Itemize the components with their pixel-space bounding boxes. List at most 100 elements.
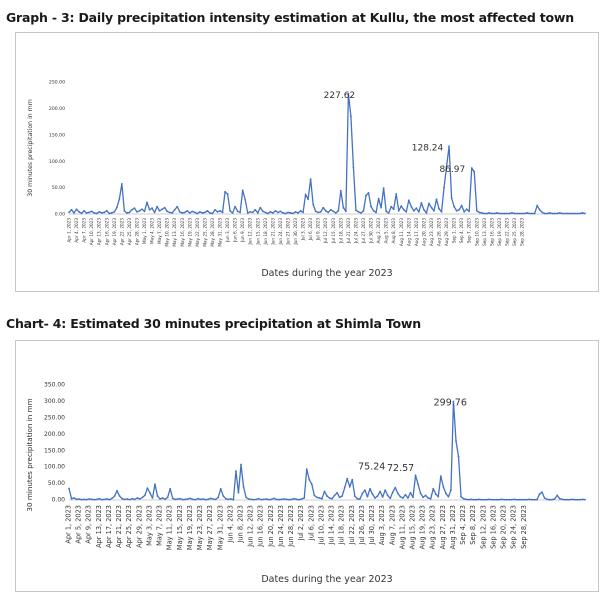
data-point <box>120 183 123 185</box>
data-point <box>245 496 247 499</box>
data-point <box>333 494 336 497</box>
data-point <box>445 165 448 168</box>
x-tick-label: Jun 9, 2023 <box>240 218 245 243</box>
data-point <box>319 210 322 213</box>
data-point <box>231 212 234 214</box>
data-point <box>337 209 340 212</box>
data-point <box>551 498 554 501</box>
x-tick-label: Sep 20, 2023 <box>500 505 508 549</box>
data-point <box>339 189 342 192</box>
data-point <box>358 498 361 500</box>
x-tick-label: Jul 10, 2023 <box>317 505 325 545</box>
data-point <box>452 400 455 403</box>
data-point <box>204 498 207 501</box>
data-point <box>457 455 460 458</box>
data-point <box>455 439 457 442</box>
data-point <box>290 498 293 501</box>
data-point <box>108 212 111 215</box>
data-point <box>304 193 307 196</box>
data-point <box>161 208 164 211</box>
data-point <box>308 478 311 481</box>
data-point <box>207 498 210 501</box>
data-point <box>113 210 116 213</box>
x-tick-label: Jul 3, 2023 <box>301 218 306 242</box>
data-point <box>242 485 245 488</box>
x-tick-label: Jul 6, 2023 <box>308 218 313 242</box>
data-point <box>513 498 516 501</box>
data-point <box>531 212 534 215</box>
data-point <box>116 489 118 492</box>
x-tick-label: May 31, 2023 <box>218 218 223 247</box>
data-point <box>83 209 85 212</box>
data-point <box>353 495 356 497</box>
data-point <box>196 212 199 215</box>
data-label: 72.57 <box>387 463 414 474</box>
data-point <box>222 495 225 497</box>
data-point <box>475 498 478 501</box>
data-point <box>194 498 197 501</box>
data-point <box>563 498 566 501</box>
data-point <box>146 487 149 490</box>
data-point <box>133 498 136 501</box>
y-axis-label: 30 minutes precipitation in mm <box>27 99 34 196</box>
y-tick-label: 300.00 <box>44 398 65 405</box>
data-point <box>576 212 579 215</box>
data-point <box>376 495 379 497</box>
data-point <box>405 210 408 213</box>
data-point <box>277 211 279 214</box>
data-point <box>110 212 113 214</box>
data-point <box>300 498 303 500</box>
data-point <box>348 485 351 488</box>
x-tick-label: Apr 10, 2023 <box>89 218 94 246</box>
data-point <box>435 198 438 201</box>
data-point <box>224 190 226 193</box>
data-point <box>385 210 388 213</box>
data-point <box>106 498 108 500</box>
data-point <box>80 212 83 215</box>
data-point <box>204 211 206 214</box>
data-point <box>68 487 70 490</box>
x-tick-label: Apr 5, 2023 <box>75 505 83 544</box>
data-point <box>458 208 461 211</box>
data-point <box>125 212 128 214</box>
data-point <box>151 207 153 210</box>
y-tick-label: 100.00 <box>49 159 65 165</box>
data-point <box>315 496 318 499</box>
chart-2: 0.00 50.00 100.00 150.00 200.00 250.00 300.00 3… <box>25 382 586 585</box>
x-tick-label: Jun 12, 2023 <box>247 505 255 548</box>
data-point <box>528 212 531 215</box>
data-point <box>533 498 536 501</box>
x-tick-label: Aug 27, 2023 <box>439 505 447 549</box>
data-point <box>128 211 131 214</box>
data-point <box>485 498 488 501</box>
data-point <box>251 211 254 214</box>
data-point <box>317 211 320 214</box>
data-point <box>395 193 398 195</box>
data-point <box>518 498 521 501</box>
data-point <box>284 212 287 215</box>
y-tick-label: 250.00 <box>44 414 65 421</box>
data-point <box>78 498 81 500</box>
data-point <box>247 498 250 500</box>
data-point <box>299 209 302 212</box>
x-axis-label: Dates during the year 2023 <box>261 574 392 585</box>
x-tick-label: Jun 12, 2023 <box>248 218 253 246</box>
data-point <box>287 211 289 214</box>
x-tick-label: Jun 24, 2023 <box>278 218 283 246</box>
data-point <box>394 486 397 489</box>
data-point <box>163 206 166 209</box>
data-point <box>467 498 470 501</box>
data-point <box>460 495 462 498</box>
data-point <box>212 498 215 500</box>
data-point <box>541 211 544 214</box>
data-point <box>366 495 369 498</box>
data-point <box>126 498 129 500</box>
x-tick-label: Jun 6, 2023 <box>233 218 238 243</box>
data-point <box>275 498 278 501</box>
data-point <box>191 210 194 213</box>
data-point <box>307 198 310 201</box>
data-point <box>256 212 259 214</box>
data-point <box>271 212 274 214</box>
x-tick-label: May 13, 2023 <box>172 218 177 247</box>
x-tick-label: Sep 4, 2023 <box>459 218 464 244</box>
